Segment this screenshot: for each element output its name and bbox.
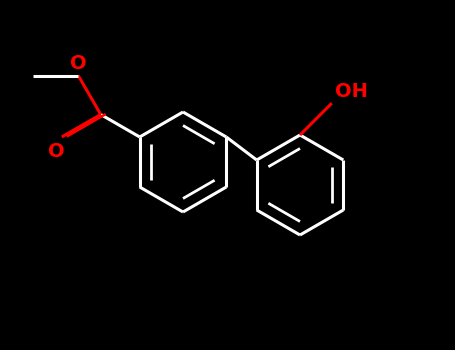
Text: O: O	[48, 142, 65, 161]
Text: O: O	[70, 54, 86, 72]
Text: OH: OH	[335, 82, 368, 101]
